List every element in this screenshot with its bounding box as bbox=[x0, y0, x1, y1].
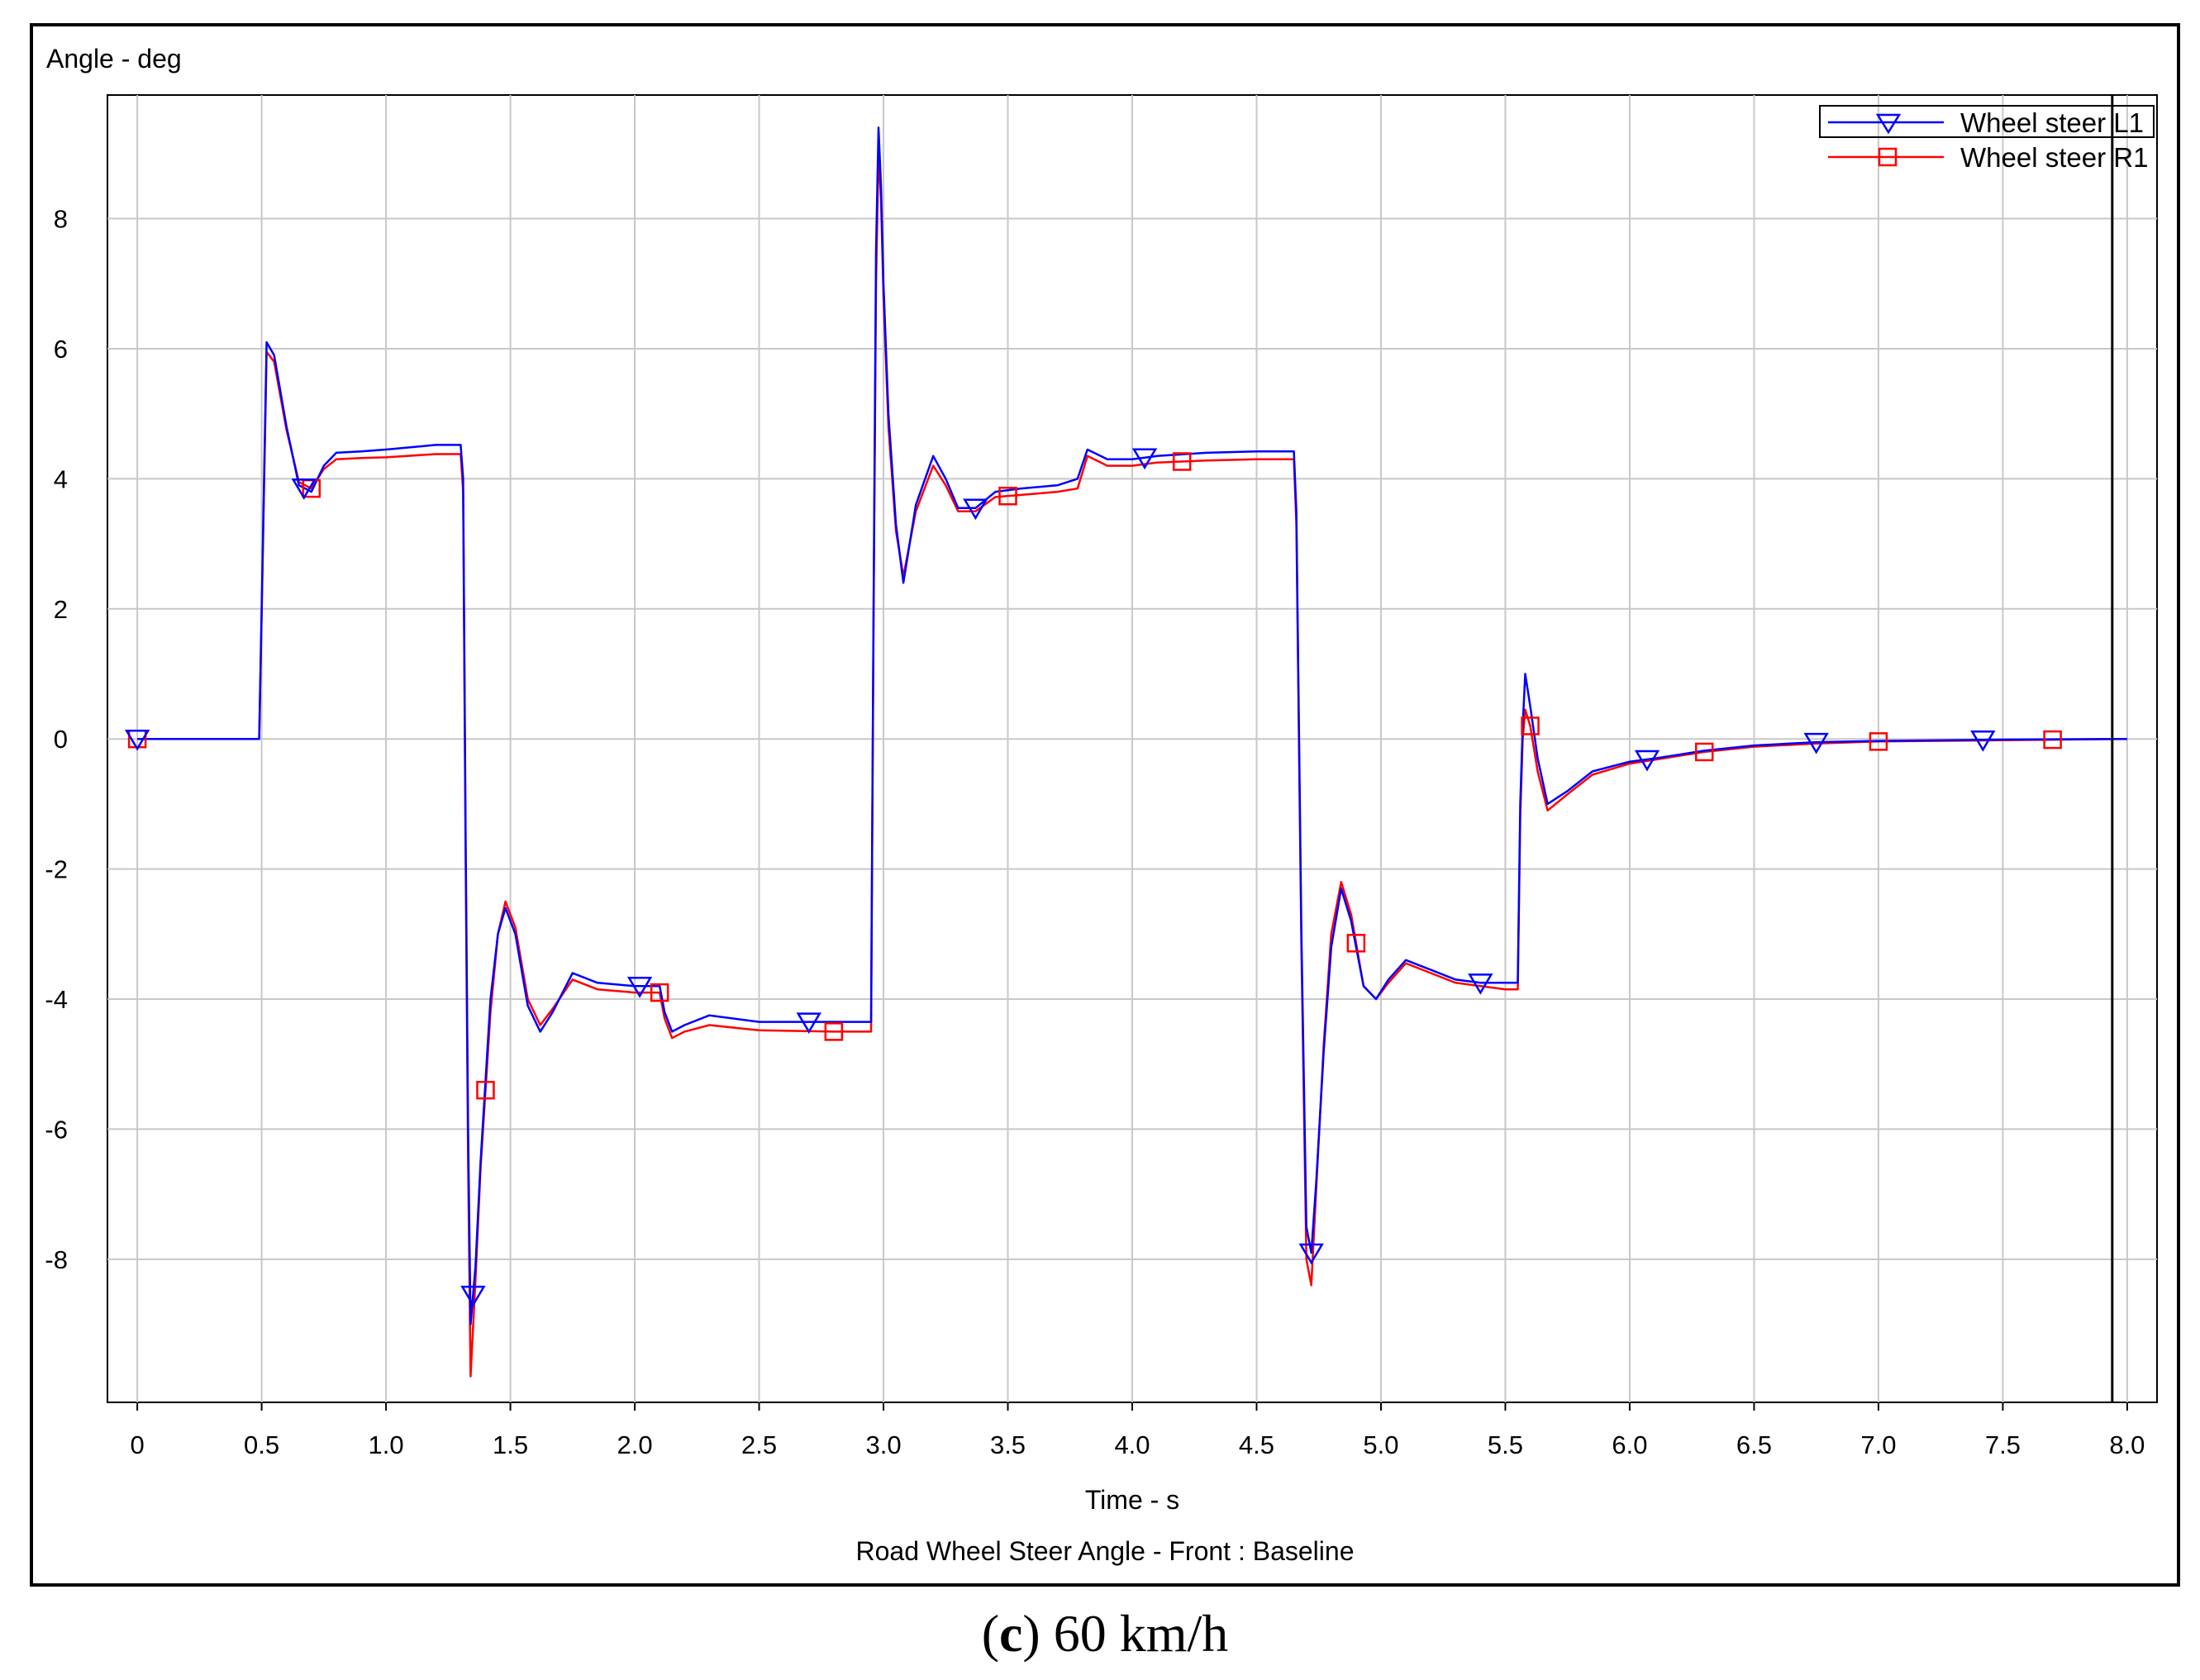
marker-l1 bbox=[460, 1285, 486, 1307]
series-line-l1 bbox=[137, 126, 2127, 1325]
marker-l1 bbox=[1970, 730, 1996, 752]
marker-r1 bbox=[1694, 742, 1714, 762]
y-tick-label: -2 bbox=[45, 855, 68, 884]
marker-r1 bbox=[998, 486, 1017, 506]
marker-r1 bbox=[1172, 452, 1192, 471]
x-tick-label: 2.0 bbox=[617, 1430, 653, 1459]
x-tick-label: 7.5 bbox=[1985, 1430, 2021, 1459]
x-tick-label: 4.0 bbox=[1114, 1430, 1150, 1459]
legend-marker-r1 bbox=[1878, 147, 1898, 167]
legend-marker-l1 bbox=[1875, 113, 1902, 135]
chart-subtitle: Road Wheel Steer Angle - Front : Baselin… bbox=[856, 1536, 1355, 1566]
legend: Wheel steer L1 Wheel steer R1 bbox=[1819, 105, 2155, 173]
marker-l1 bbox=[1298, 1243, 1324, 1265]
y-tick-label: 2 bbox=[54, 595, 68, 624]
x-tick-label: 5.5 bbox=[1488, 1430, 1523, 1459]
x-tick-label: 3.0 bbox=[865, 1430, 901, 1459]
x-tick-label: 1.5 bbox=[493, 1430, 528, 1459]
x-tick-label: 0.5 bbox=[244, 1430, 279, 1459]
marker-l1 bbox=[124, 729, 150, 751]
marker-l1 bbox=[1634, 750, 1660, 772]
y-tick-label: 8 bbox=[54, 205, 68, 234]
x-tick-label: 0 bbox=[130, 1430, 144, 1459]
legend-label-l1: Wheel steer L1 bbox=[1960, 107, 2144, 138]
legend-highlight-box bbox=[1819, 105, 2155, 138]
marker-r1 bbox=[476, 1080, 495, 1100]
x-tick-label: 4.5 bbox=[1239, 1430, 1274, 1459]
y-tick-label: -4 bbox=[45, 985, 68, 1014]
grid-lines bbox=[107, 95, 2157, 1411]
x-tick-label: 6.5 bbox=[1736, 1430, 1772, 1459]
marker-l1 bbox=[963, 498, 988, 521]
x-tick-label: 8.0 bbox=[2109, 1430, 2145, 1459]
marker-l1 bbox=[1131, 448, 1158, 470]
marker-l1 bbox=[1803, 732, 1829, 754]
x-tick-labels: 0 0.5 1.0 1.5 2.0 2.5 3.0 3.5 4.0 4.5 5.0 5.5 6.0 6.5… bbox=[130, 1430, 2145, 1459]
marker-r1 bbox=[1521, 716, 1540, 735]
marker-r1 bbox=[1869, 732, 1888, 751]
marker-l1 bbox=[291, 478, 317, 500]
y-tick-label: -8 bbox=[45, 1245, 68, 1274]
marker-l1 bbox=[1468, 973, 1493, 995]
figure-caption: (c) 60 km/h bbox=[982, 1604, 1229, 1663]
marker-l1 bbox=[626, 977, 653, 998]
marker-r1 bbox=[650, 983, 669, 1002]
y-tick-label: 4 bbox=[54, 464, 68, 493]
x-tick-label: 5.0 bbox=[1363, 1430, 1398, 1459]
legend-label-r1: Wheel steer R1 bbox=[1960, 142, 2148, 173]
y-tick-label: 0 bbox=[54, 725, 68, 754]
x-tick-label: 7.0 bbox=[1860, 1430, 1896, 1459]
x-axis-label: Time - s bbox=[1085, 1485, 1179, 1515]
caption-speed: 60 km/h bbox=[1040, 1604, 1229, 1663]
series-group bbox=[124, 126, 2127, 1378]
caption-letter: c bbox=[999, 1604, 1022, 1663]
y-tick-label: -6 bbox=[45, 1115, 68, 1144]
y-tick-label: 6 bbox=[54, 335, 68, 364]
marker-r1 bbox=[1346, 934, 1366, 953]
x-tick-label: 1.0 bbox=[369, 1430, 404, 1459]
marker-l1 bbox=[796, 1012, 821, 1035]
x-tick-label: 2.5 bbox=[741, 1430, 777, 1459]
marker-r1 bbox=[2043, 730, 2062, 750]
y-axis-label: Angle - deg bbox=[46, 44, 182, 74]
y-tick-labels: -8 -6 -4 -2 0 2 4 6 8 bbox=[45, 205, 68, 1274]
x-tick-label: 6.0 bbox=[1612, 1430, 1647, 1459]
x-tick-label: 3.5 bbox=[990, 1430, 1026, 1459]
marker-r1 bbox=[824, 1022, 844, 1041]
